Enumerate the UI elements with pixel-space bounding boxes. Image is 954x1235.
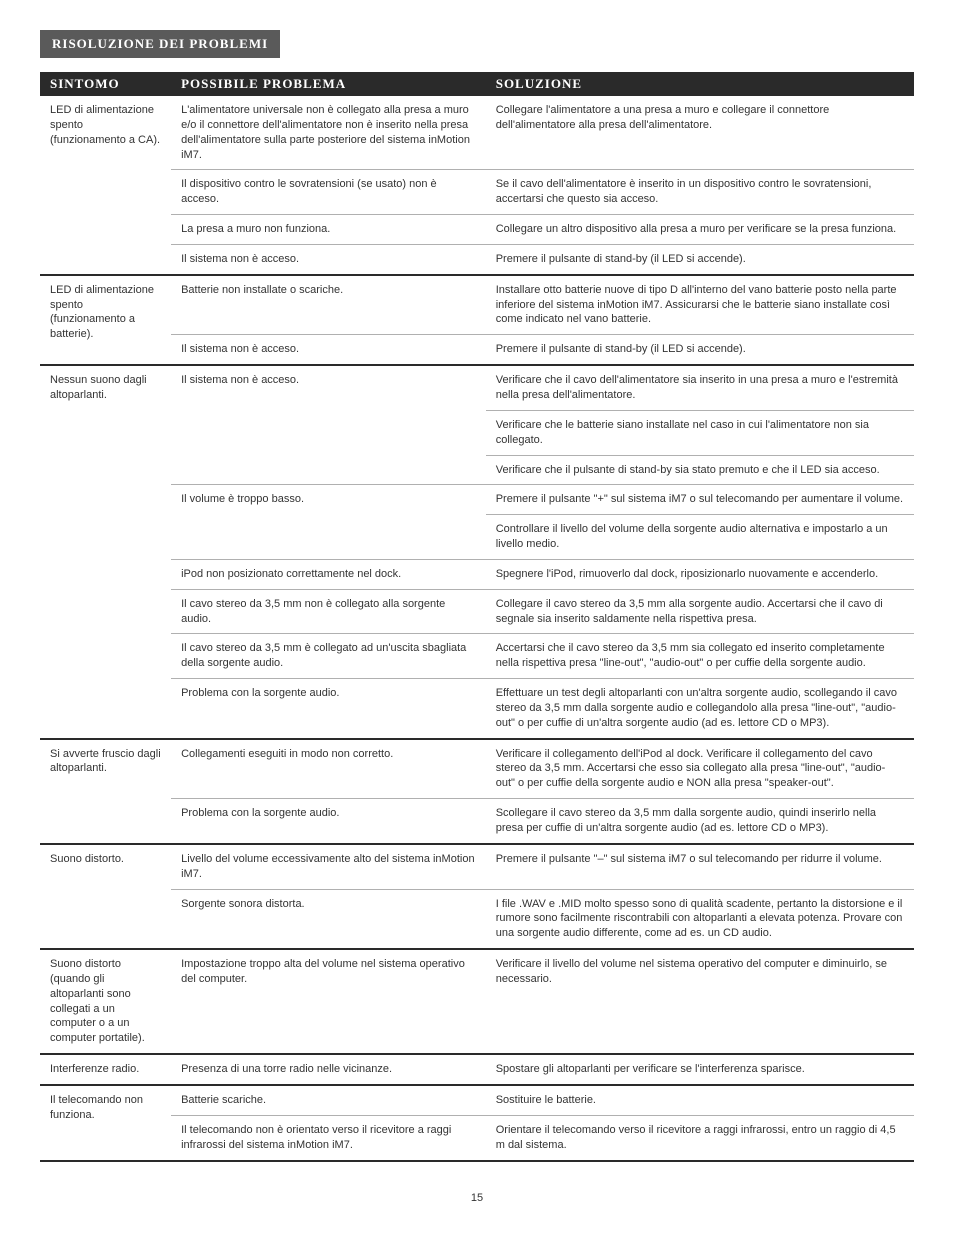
problem-cell: Problema con la sorgente audio. (171, 679, 486, 739)
solution-cell: Se il cavo dell'alimentatore è inserito … (486, 170, 914, 215)
problem-cell: Livello del volume eccessivamente alto d… (171, 844, 486, 889)
symptom-cell: Suono distorto (quando gli altoparlanti … (40, 949, 171, 1054)
solution-cell: Premere il pulsante "+" sul sistema iM7 … (486, 485, 914, 515)
solution-cell: Sostituire le batterie. (486, 1085, 914, 1115)
problem-cell: La presa a muro non funziona. (171, 215, 486, 245)
symptom-cell: LED di alimentazione spento (funzionamen… (40, 275, 171, 365)
symptom-cell: Suono distorto. (40, 844, 171, 949)
section-title: Risoluzione dei problemi (40, 30, 280, 58)
solution-cell: Collegare un altro dispositivo alla pres… (486, 215, 914, 245)
solution-cell: Spegnere l'iPod, rimuoverlo dal dock, ri… (486, 559, 914, 589)
problem-cell: Collegamenti eseguiti in modo non corret… (171, 739, 486, 799)
solution-cell: Verificare che le batterie siano install… (486, 410, 914, 455)
symptom-cell: Interferenze radio. (40, 1054, 171, 1085)
col-header-solution: Soluzione (486, 72, 914, 96)
troubleshooting-table: Sintomo Possibile problema Soluzione LED… (40, 72, 914, 1162)
solution-cell: Spostare gli altoparlanti per verificare… (486, 1054, 914, 1085)
symptom-cell: LED di alimentazione spento (funzionamen… (40, 96, 171, 275)
problem-cell: Il cavo stereo da 3,5 mm è collegato ad … (171, 634, 486, 679)
problem-cell: Presenza di una torre radio nelle vicina… (171, 1054, 486, 1085)
solution-cell: Verificare che il pulsante di stand-by s… (486, 455, 914, 485)
solution-cell: I file .WAV e .MID molto spesso sono di … (486, 889, 914, 949)
problem-cell: Problema con la sorgente audio. (171, 799, 486, 844)
problem-cell: Batterie scariche. (171, 1085, 486, 1115)
solution-cell: Premere il pulsante di stand-by (il LED … (486, 244, 914, 274)
symptom-cell: Si avverte fruscio dagli altoparlanti. (40, 739, 171, 844)
solution-cell: Orientare il telecomando verso il ricevi… (486, 1115, 914, 1160)
solution-cell: Verificare il livello del volume nel sis… (486, 949, 914, 1054)
col-header-problem: Possibile problema (171, 72, 486, 96)
symptom-cell: Il telecomando non funziona. (40, 1085, 171, 1161)
solution-cell: Accertarsi che il cavo stereo da 3,5 mm … (486, 634, 914, 679)
problem-cell: Il dispositivo contro le sovratensioni (… (171, 170, 486, 215)
problem-cell: Il volume è troppo basso. (171, 485, 486, 560)
problem-cell: Sorgente sonora distorta. (171, 889, 486, 949)
problem-cell: Il telecomando non è orientato verso il … (171, 1115, 486, 1160)
solution-cell: Collegare il cavo stereo da 3,5 mm alla … (486, 589, 914, 634)
page-number: 15 (40, 1192, 914, 1204)
solution-cell: Effettuare un test degli altoparlanti co… (486, 679, 914, 739)
solution-cell: Scollegare il cavo stereo da 3,5 mm dall… (486, 799, 914, 844)
problem-cell: Il cavo stereo da 3,5 mm non è collegato… (171, 589, 486, 634)
symptom-cell: Nessun suono dagli altoparlanti. (40, 365, 171, 739)
problem-cell: Batterie non installate o scariche. (171, 275, 486, 335)
solution-cell: Premere il pulsante "–" sul sistema iM7 … (486, 844, 914, 889)
problem-cell: Il sistema non è acceso. (171, 365, 486, 485)
solution-cell: Verificare che il cavo dell'alimentatore… (486, 365, 914, 410)
problem-cell: Impostazione troppo alta del volume nel … (171, 949, 486, 1054)
solution-cell: Installare otto batterie nuove di tipo D… (486, 275, 914, 335)
problem-cell: Il sistema non è acceso. (171, 335, 486, 365)
problem-cell: L'alimentatore universale non è collegat… (171, 96, 486, 170)
solution-cell: Premere il pulsante di stand-by (il LED … (486, 335, 914, 365)
solution-cell: Verificare il collegamento dell'iPod al … (486, 739, 914, 799)
col-header-symptom: Sintomo (40, 72, 171, 96)
solution-cell: Controllare il livello del volume della … (486, 515, 914, 560)
problem-cell: Il sistema non è acceso. (171, 244, 486, 274)
problem-cell: iPod non posizionato correttamente nel d… (171, 559, 486, 589)
solution-cell: Collegare l'alimentatore a una presa a m… (486, 96, 914, 170)
